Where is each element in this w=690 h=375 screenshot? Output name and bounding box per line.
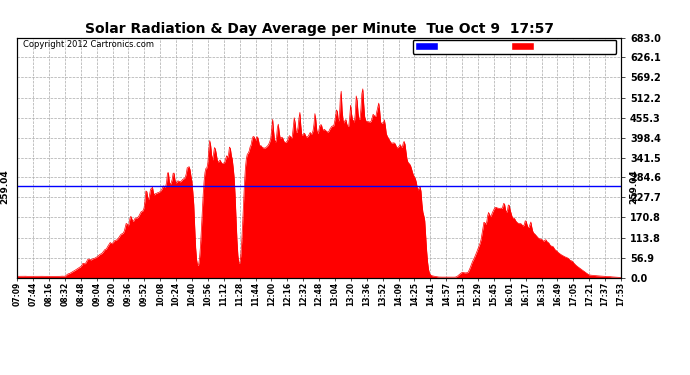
Text: Copyright 2012 Cartronics.com: Copyright 2012 Cartronics.com: [23, 40, 155, 49]
Title: Solar Radiation & Day Average per Minute  Tue Oct 9  17:57: Solar Radiation & Day Average per Minute…: [85, 22, 553, 36]
Text: 259.04: 259.04: [1, 169, 10, 204]
Text: 259.04: 259.04: [629, 169, 638, 204]
Legend: Median (w/m2), Radiation (w/m2): Median (w/m2), Radiation (w/m2): [413, 40, 616, 54]
